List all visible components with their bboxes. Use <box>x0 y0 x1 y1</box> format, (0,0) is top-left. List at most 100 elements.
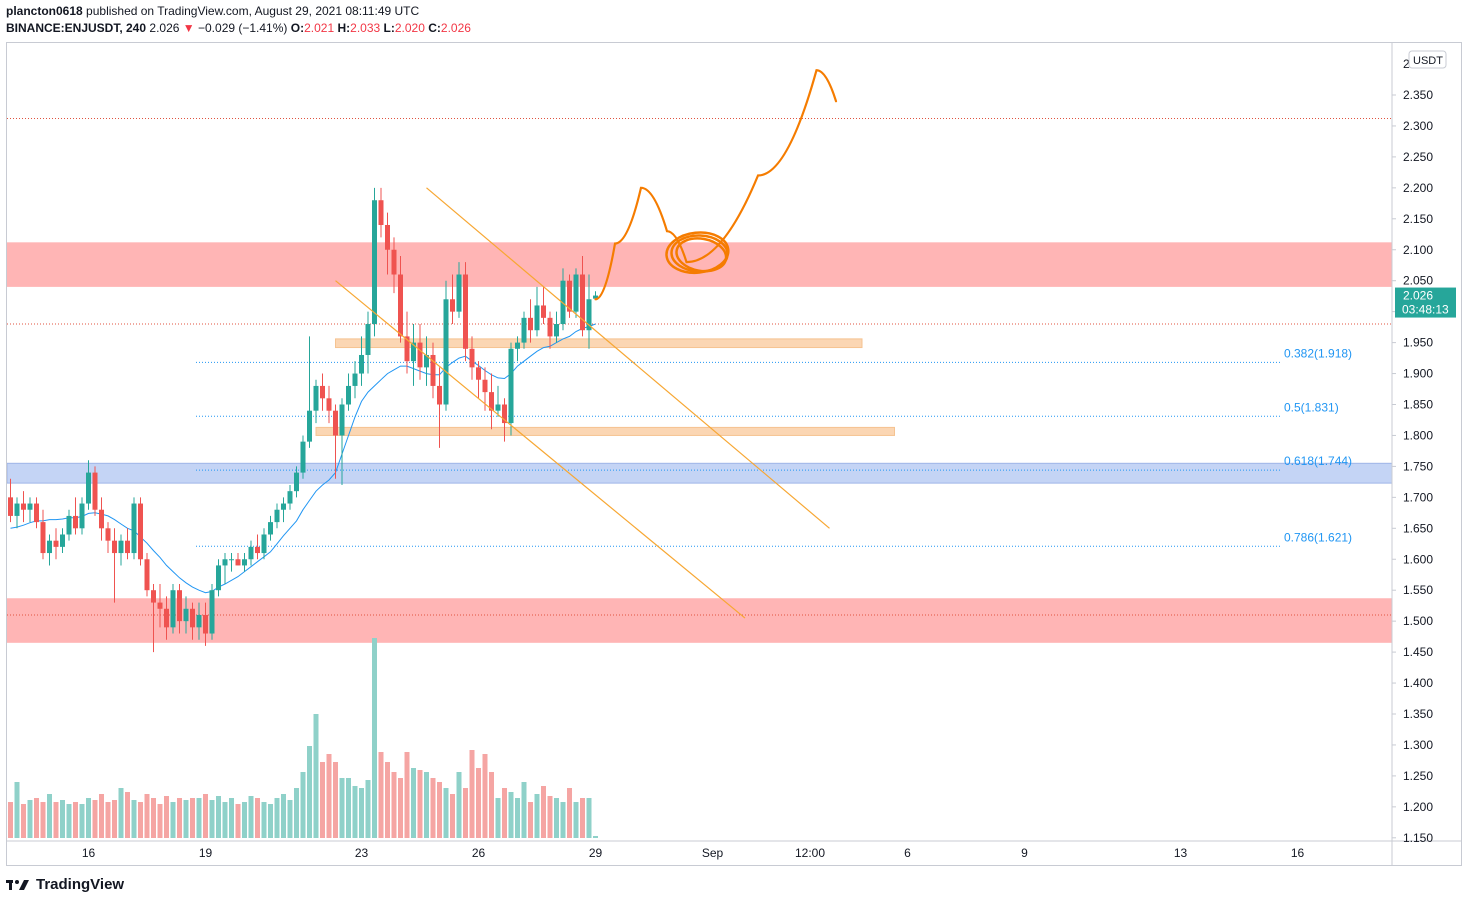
candle-up <box>248 546 254 560</box>
volume-bar <box>144 794 150 838</box>
candle-down <box>112 540 117 554</box>
plot-area <box>7 69 1392 838</box>
candle-down <box>463 274 468 349</box>
time-tick-label: 29 <box>589 846 603 860</box>
candle-up <box>554 324 559 337</box>
volume-bar <box>326 754 332 838</box>
candle-up <box>170 590 176 628</box>
price-tick-label: 1.700 <box>1403 490 1433 504</box>
candle-up <box>27 503 33 510</box>
price-tick-label: 1.300 <box>1403 738 1433 752</box>
volume-bar <box>73 802 78 838</box>
volume-bar <box>34 798 39 838</box>
candle-up <box>209 590 215 634</box>
volume-bar <box>177 798 182 838</box>
price-tick-label: 1.450 <box>1403 645 1433 659</box>
volume-bar <box>547 796 553 838</box>
fib-level-label: 0.382(1.918) <box>1284 346 1352 360</box>
volume-bar <box>560 802 566 838</box>
volume-bar <box>294 788 299 838</box>
volume-bar <box>521 782 527 838</box>
high-value: 2.033 <box>350 21 381 35</box>
symbol-label: BINANCE:ENJUSDT, 240 <box>6 21 147 35</box>
candle-down <box>40 522 46 554</box>
price-tick-label: 2.350 <box>1403 88 1433 102</box>
candle-down <box>34 503 39 523</box>
candle-down <box>547 317 553 337</box>
volume-bar <box>86 798 91 838</box>
volume-bar <box>300 772 306 838</box>
price-tick-label: 2.050 <box>1403 274 1433 288</box>
candle-up <box>131 503 137 554</box>
down-arrow-icon: ▼ <box>182 21 195 35</box>
candle-up <box>216 565 221 591</box>
candle-up <box>229 559 234 561</box>
volume-bar <box>99 794 104 838</box>
volume-bar <box>391 772 397 838</box>
volume-bar <box>541 786 546 838</box>
volume-bar <box>203 794 208 838</box>
volume-bar <box>528 802 533 838</box>
time-tick-label: 16 <box>1291 846 1305 860</box>
volume-bar <box>261 802 267 838</box>
candle-down <box>528 317 533 331</box>
volume-bar <box>274 798 280 838</box>
candle-down <box>177 590 182 622</box>
candle-down <box>125 540 130 554</box>
volume-bar <box>209 800 215 838</box>
volume-bar <box>424 772 429 838</box>
volume-bar <box>365 780 371 838</box>
price-tick-label: 1.650 <box>1403 521 1433 535</box>
candle-down <box>580 274 585 331</box>
volume-bar <box>333 762 338 838</box>
volume-bar <box>216 796 221 838</box>
bar-countdown: 03:48:13 <box>1402 303 1449 317</box>
price-tick-label: 1.850 <box>1403 398 1433 412</box>
candle-up <box>411 342 416 362</box>
volume-bar <box>495 798 501 838</box>
price-tick-label: 2.250 <box>1403 150 1433 164</box>
candle-up <box>560 280 566 325</box>
volume-bar <box>281 794 286 838</box>
candle-up <box>365 324 371 355</box>
candle-down <box>430 354 436 386</box>
volume-bar <box>164 796 169 838</box>
currency-label: USDT <box>1413 55 1443 67</box>
last-price-badge-value: 2.026 <box>1403 289 1433 303</box>
volume-bar <box>593 836 598 838</box>
candle-up <box>66 515 72 535</box>
low-label: L: <box>383 21 395 35</box>
volume-bar <box>255 798 260 838</box>
volume-bar <box>404 752 410 838</box>
candle-up <box>424 354 429 368</box>
volume-bar <box>66 804 72 838</box>
volume-bar <box>307 746 312 838</box>
volume-bar <box>268 804 273 838</box>
volume-bar <box>27 800 33 838</box>
volume-bar <box>469 750 475 838</box>
candle-up <box>79 503 85 529</box>
volume-bar <box>157 804 163 838</box>
price-tick-label: 2.200 <box>1403 181 1433 195</box>
minor-zone <box>315 426 895 436</box>
resistance-zone <box>7 242 1392 287</box>
author-name[interactable]: plancton0618 <box>6 4 83 18</box>
candle-down <box>8 497 13 516</box>
volume-bar <box>105 802 111 838</box>
candle-down <box>255 546 260 554</box>
open-value: 2.021 <box>304 21 335 35</box>
candle-up <box>274 509 280 523</box>
volume-bar <box>580 798 585 838</box>
candle-down <box>92 472 98 510</box>
candle-up <box>313 385 319 411</box>
candle-down <box>398 274 403 337</box>
volume-bar <box>385 762 390 838</box>
candle-down <box>437 385 442 405</box>
volume-bar <box>411 768 416 838</box>
candle-up <box>14 503 20 516</box>
candle-down <box>203 614 208 634</box>
volume-bar <box>47 794 52 838</box>
currency-box <box>1408 50 1447 69</box>
volume-bar <box>554 798 559 838</box>
